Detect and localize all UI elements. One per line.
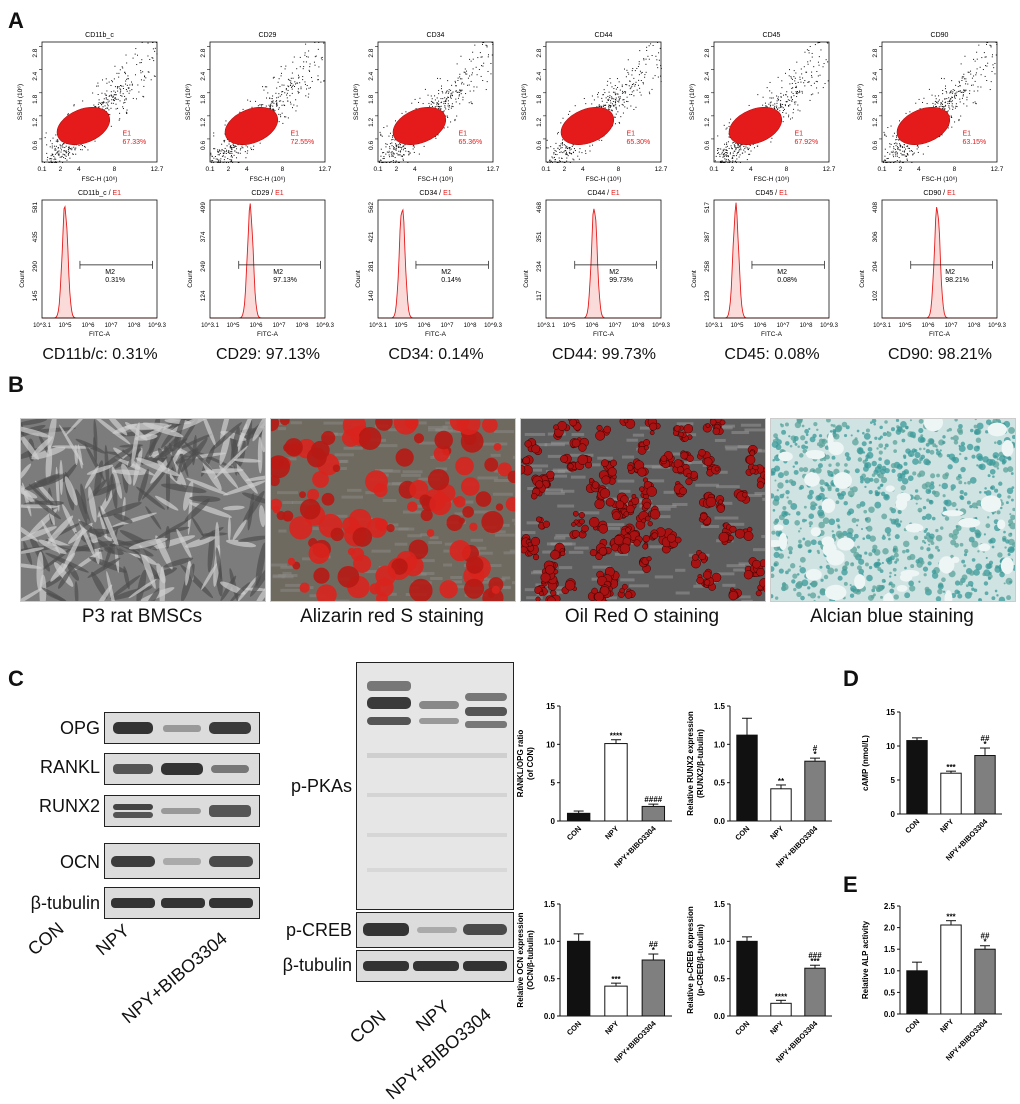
y-tick-label: 0.5 bbox=[714, 975, 726, 984]
bar-npy-bibo3304 bbox=[805, 761, 825, 821]
y-tick-label: 1.0 bbox=[714, 740, 726, 749]
y-tick-label: 1.0 bbox=[884, 967, 896, 976]
bar-npy bbox=[771, 789, 791, 821]
y-axis-label: cAMP (nmol/L) bbox=[861, 735, 870, 791]
y-tick-label: 0 bbox=[891, 810, 896, 819]
bar-con bbox=[567, 941, 589, 1016]
category-label: CON bbox=[565, 1019, 583, 1037]
significance-hash: ### bbox=[808, 951, 822, 960]
chart-alp: 0.0 0.5 1.0 1.5 2.0 2.5 Relative ALP activity C… bbox=[861, 902, 1002, 1062]
significance-star: *** bbox=[946, 913, 956, 922]
y-tick-label: 1.0 bbox=[714, 937, 726, 946]
bar-npy-bibo3304 bbox=[642, 960, 664, 1016]
bar-npy-bibo3304 bbox=[975, 756, 995, 814]
y-axis-label: Relative p-CREB expression bbox=[686, 906, 695, 1014]
significance-hash: # bbox=[813, 744, 818, 753]
y-tick-label: 0 bbox=[551, 817, 556, 826]
y-tick-label: 2.5 bbox=[884, 902, 896, 911]
y-tick-label: 5 bbox=[891, 776, 896, 785]
category-label: NPY bbox=[938, 1017, 955, 1034]
y-tick-label: 1.5 bbox=[544, 900, 556, 909]
y-axis-label: (of CON) bbox=[526, 747, 535, 780]
category-label: CON bbox=[565, 824, 583, 842]
bar-npy-bibo3304 bbox=[805, 968, 825, 1016]
y-axis-label: Relative ALP activity bbox=[861, 920, 870, 999]
y-tick-label: 1.5 bbox=[714, 900, 726, 909]
y-axis-label: (OCN/β-tubulin) bbox=[526, 930, 535, 990]
bar-npy bbox=[771, 1003, 791, 1016]
bar-npy-bibo3304 bbox=[975, 949, 995, 1014]
category-label: NPY bbox=[938, 817, 955, 834]
y-tick-label: 0.0 bbox=[884, 1010, 896, 1019]
y-tick-label: 1.5 bbox=[884, 945, 896, 954]
significance-hash: ## bbox=[981, 932, 990, 941]
y-tick-label: 0.0 bbox=[714, 817, 726, 826]
bar-con bbox=[907, 971, 927, 1014]
significance-hash: ## bbox=[649, 940, 658, 949]
y-axis-label: Relative RUNX2 expression bbox=[686, 711, 695, 816]
significance-star: *** bbox=[946, 763, 956, 772]
y-tick-label: 10 bbox=[886, 742, 895, 751]
significance-star: *** bbox=[611, 975, 621, 984]
y-tick-label: 1.5 bbox=[714, 702, 726, 711]
y-tick-label: 0.5 bbox=[544, 975, 556, 984]
bar-con bbox=[737, 941, 757, 1016]
y-tick-label: 0.5 bbox=[884, 988, 896, 997]
y-tick-label: 1.0 bbox=[544, 937, 556, 946]
y-tick-label: 10 bbox=[546, 740, 555, 749]
significance-hash: #### bbox=[644, 795, 662, 804]
y-axis-label: Relative OCN expression bbox=[516, 912, 525, 1007]
chart-rankl: 0 5 10 15 RANKL/OPG ratio(of CON) CON **** NPY #… bbox=[516, 702, 672, 869]
y-tick-label: 0.5 bbox=[714, 779, 726, 788]
chart-runx2: 0.0 0.5 1.0 1.5 Relative RUNX2 expression(RU… bbox=[686, 702, 832, 869]
category-label: CON bbox=[903, 817, 921, 835]
category-label: NPY bbox=[603, 824, 620, 841]
category-label: CON bbox=[903, 1017, 921, 1035]
chart-ocn: 0.0 0.5 1.0 1.5 Relative OCN expression(OCN/… bbox=[516, 900, 672, 1064]
y-tick-label: 15 bbox=[886, 708, 895, 717]
y-axis-label: (p-CREB/β-tubulin) bbox=[696, 924, 705, 996]
y-axis-label: RANKL/OPG ratio bbox=[516, 730, 525, 798]
significance-hash: ## bbox=[981, 734, 990, 743]
category-label: NPY bbox=[603, 1019, 620, 1036]
category-label: CON bbox=[733, 1019, 751, 1037]
category-label: CON bbox=[733, 824, 751, 842]
significance-star: **** bbox=[610, 732, 623, 741]
bar-npy bbox=[941, 925, 961, 1014]
bar-npy-bibo3304 bbox=[642, 806, 664, 821]
y-tick-label: 5 bbox=[551, 779, 556, 788]
y-tick-label: 15 bbox=[546, 702, 555, 711]
category-label: NPY bbox=[768, 1019, 785, 1036]
bar-npy bbox=[605, 744, 627, 821]
bar-con bbox=[737, 735, 757, 821]
bar-con bbox=[907, 741, 927, 814]
y-tick-label: 0.0 bbox=[544, 1012, 556, 1021]
category-label: NPY bbox=[768, 824, 785, 841]
chart-pcreb: 0.0 0.5 1.0 1.5 Relative p-CREB expression(p… bbox=[686, 900, 832, 1064]
y-tick-label: 2.0 bbox=[884, 924, 896, 933]
bar-npy bbox=[605, 986, 627, 1016]
y-axis-label: (RUNX2/β-tubulin) bbox=[696, 729, 705, 798]
bar-npy bbox=[941, 773, 961, 814]
significance-star: **** bbox=[775, 992, 788, 1001]
bar-con bbox=[567, 813, 589, 821]
significance-star: ** bbox=[778, 777, 785, 786]
y-tick-label: 0.0 bbox=[714, 1012, 726, 1021]
